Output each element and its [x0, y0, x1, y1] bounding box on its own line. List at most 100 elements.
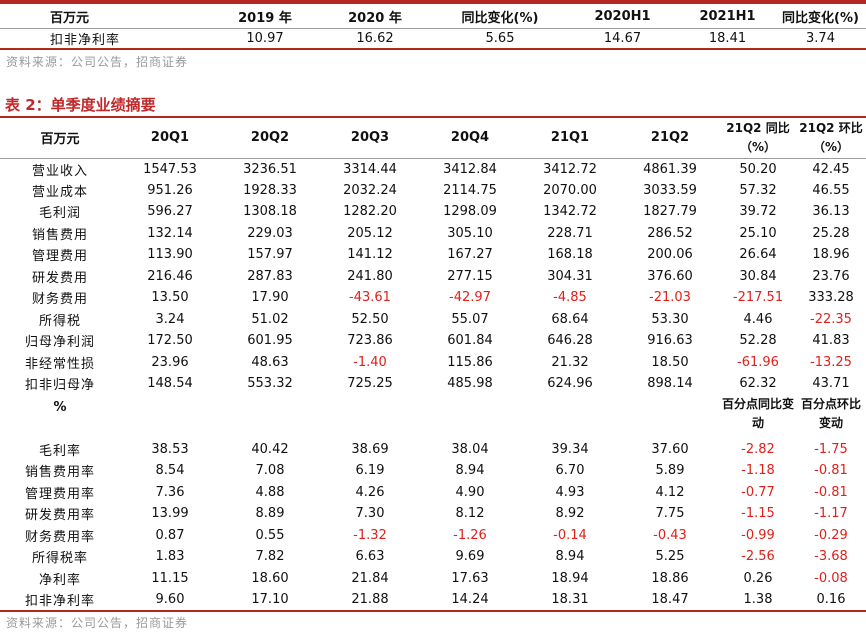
- value-cell: 14.24: [451, 592, 489, 608]
- value-cell: -0.77: [741, 484, 775, 500]
- value-cell: 53.30: [651, 311, 689, 327]
- value-cell: 18.60: [251, 570, 289, 586]
- percent-row: 管理费用率 7.36 4.88 4.26 4.90 4.93 4.12 -0.77 -0.81: [0, 482, 866, 504]
- row-label: 扣非净利率: [24, 594, 95, 610]
- value-cell: 9.69: [455, 549, 485, 565]
- value-cell: 21.88: [351, 592, 389, 608]
- value-cell: 0.87: [155, 527, 185, 543]
- value-cell: 241.80: [347, 268, 393, 284]
- percent-row: 毛利率 38.53 40.42 38.69 38.04 39.34 37.60 -2.82 -1…: [0, 439, 866, 461]
- value-cell: -217.51: [732, 290, 784, 306]
- row-label: 非经常性损: [24, 356, 95, 372]
- value-cell: -0.81: [814, 463, 848, 479]
- value-cell: 18.31: [551, 592, 589, 608]
- value-cell: 1.38: [743, 592, 773, 608]
- value-cell: 39.72: [739, 204, 777, 220]
- value-cell: 57.32: [739, 182, 777, 198]
- value-cell: 8.89: [255, 506, 285, 522]
- value-cell: 7.36: [155, 484, 185, 500]
- value-cell: 3412.84: [443, 161, 497, 177]
- t1-row-label: 扣非净利率: [50, 32, 121, 48]
- value-cell: 115.86: [447, 354, 493, 370]
- empty-cell: [120, 395, 220, 439]
- percent-row: 净利率 11.15 18.60 21.84 17.63 18.94 18.86 0.26 -0.…: [0, 568, 866, 590]
- percent-change-head: 百分点同比变动: [721, 396, 794, 430]
- t1-head-cell: 2020H1: [565, 6, 680, 29]
- value-cell: 68.64: [551, 311, 589, 327]
- value-cell: 229.03: [247, 225, 293, 241]
- value-cell: 18.94: [551, 570, 589, 586]
- t1-cell: 14.67: [603, 30, 642, 46]
- value-cell: 18.50: [651, 354, 689, 370]
- value-cell: -43.61: [349, 290, 391, 306]
- table-caption: 表 2：单季度业绩摘要: [5, 96, 156, 114]
- t1-head-cell: 同比变化(%): [775, 6, 866, 29]
- annual-table-row: 扣非净利率 10.97 16.62 5.65 14.67 18.41 3.74: [0, 28, 866, 48]
- value-cell: 4.12: [655, 484, 685, 500]
- value-cell: 1282.20: [343, 204, 397, 220]
- value-cell: 50.20: [739, 161, 777, 177]
- empty-cell: [220, 395, 320, 439]
- value-cell: 11.15: [151, 570, 189, 586]
- value-cell: 3412.72: [543, 161, 597, 177]
- value-cell: 4.88: [255, 484, 285, 500]
- value-cell: 1298.09: [443, 204, 497, 220]
- value-cell: 0.55: [255, 527, 285, 543]
- value-cell: -0.99: [741, 527, 775, 543]
- row-label: 财务费用: [31, 292, 88, 308]
- value-cell: 113.90: [147, 247, 193, 263]
- value-cell: 4.93: [555, 484, 585, 500]
- quarterly-table: 百万元 20Q1 20Q2 20Q3 20Q4 21Q1 21Q2 21Q2 同比（%） 21Q…: [0, 118, 866, 611]
- header-cell: 20Q4: [420, 118, 520, 159]
- value-cell: 26.64: [739, 247, 777, 263]
- row-label: 营业收入: [31, 163, 88, 179]
- table2-bottom-rule: [0, 610, 866, 612]
- percent-label: %: [53, 399, 67, 415]
- value-cell: -0.08: [814, 570, 848, 586]
- value-cell: 376.60: [647, 268, 693, 284]
- value-cell: 8.92: [555, 506, 585, 522]
- value-cell: -2.82: [741, 441, 775, 457]
- value-cell: 41.83: [812, 333, 850, 349]
- value-cell: -1.18: [741, 463, 775, 479]
- percent-change-head: 百分点环比变动: [800, 396, 861, 430]
- t1-head-cell: 2019 年: [215, 6, 315, 29]
- value-cell: 141.12: [347, 247, 393, 263]
- value-cell: -0.29: [814, 527, 848, 543]
- value-cell: -3.68: [814, 549, 848, 565]
- value-cell: 7.30: [355, 506, 385, 522]
- source-note-1: 资料来源：公司公告，招商证券: [6, 55, 189, 69]
- value-cell: 23.76: [812, 268, 850, 284]
- value-cell: -4.85: [553, 290, 587, 306]
- value-cell: 17.90: [251, 290, 289, 306]
- value-cell: -13.25: [810, 354, 852, 370]
- row-label: 扣非归母净: [24, 378, 95, 394]
- value-cell: 6.63: [355, 549, 385, 565]
- percent-row: 销售费用率 8.54 7.08 6.19 8.94 6.70 5.89 -1.18 -0.81: [0, 460, 866, 482]
- source-note-2: 资料来源：公司公告，招商证券: [6, 616, 189, 630]
- value-cell: 39.34: [551, 441, 589, 457]
- value-cell: -0.14: [553, 527, 587, 543]
- table1-bottom-rule: [0, 48, 866, 50]
- value-cell: 30.84: [739, 268, 777, 284]
- value-cell: -1.15: [741, 506, 775, 522]
- row-label: 归母净利润: [24, 335, 95, 351]
- t1-cell: 18.41: [708, 30, 747, 46]
- value-cell: 286.52: [647, 225, 693, 241]
- value-cell: -1.26: [453, 527, 487, 543]
- value-cell: 7.82: [255, 549, 285, 565]
- row-label: 毛利润: [38, 206, 81, 222]
- value-cell: 25.10: [739, 225, 777, 241]
- value-cell: -61.96: [737, 354, 779, 370]
- value-cell: 23.96: [151, 354, 189, 370]
- value-cell: 1827.79: [643, 204, 697, 220]
- value-cell: 148.54: [147, 376, 193, 392]
- percent-row: 研发费用率 13.99 8.89 7.30 8.12 8.92 7.75 -1.15 -1.17: [0, 503, 866, 525]
- header-cell: 20Q3: [320, 118, 420, 159]
- value-cell: 3314.44: [343, 161, 397, 177]
- value-cell: 52.28: [739, 333, 777, 349]
- value-cell: 17.63: [451, 570, 489, 586]
- annual-table-header: 百万元 2019 年 2020 年 同比变化(%) 2020H1 2021H1 …: [0, 6, 866, 29]
- value-cell: -42.97: [449, 290, 491, 306]
- row-label: 所得税: [38, 313, 81, 329]
